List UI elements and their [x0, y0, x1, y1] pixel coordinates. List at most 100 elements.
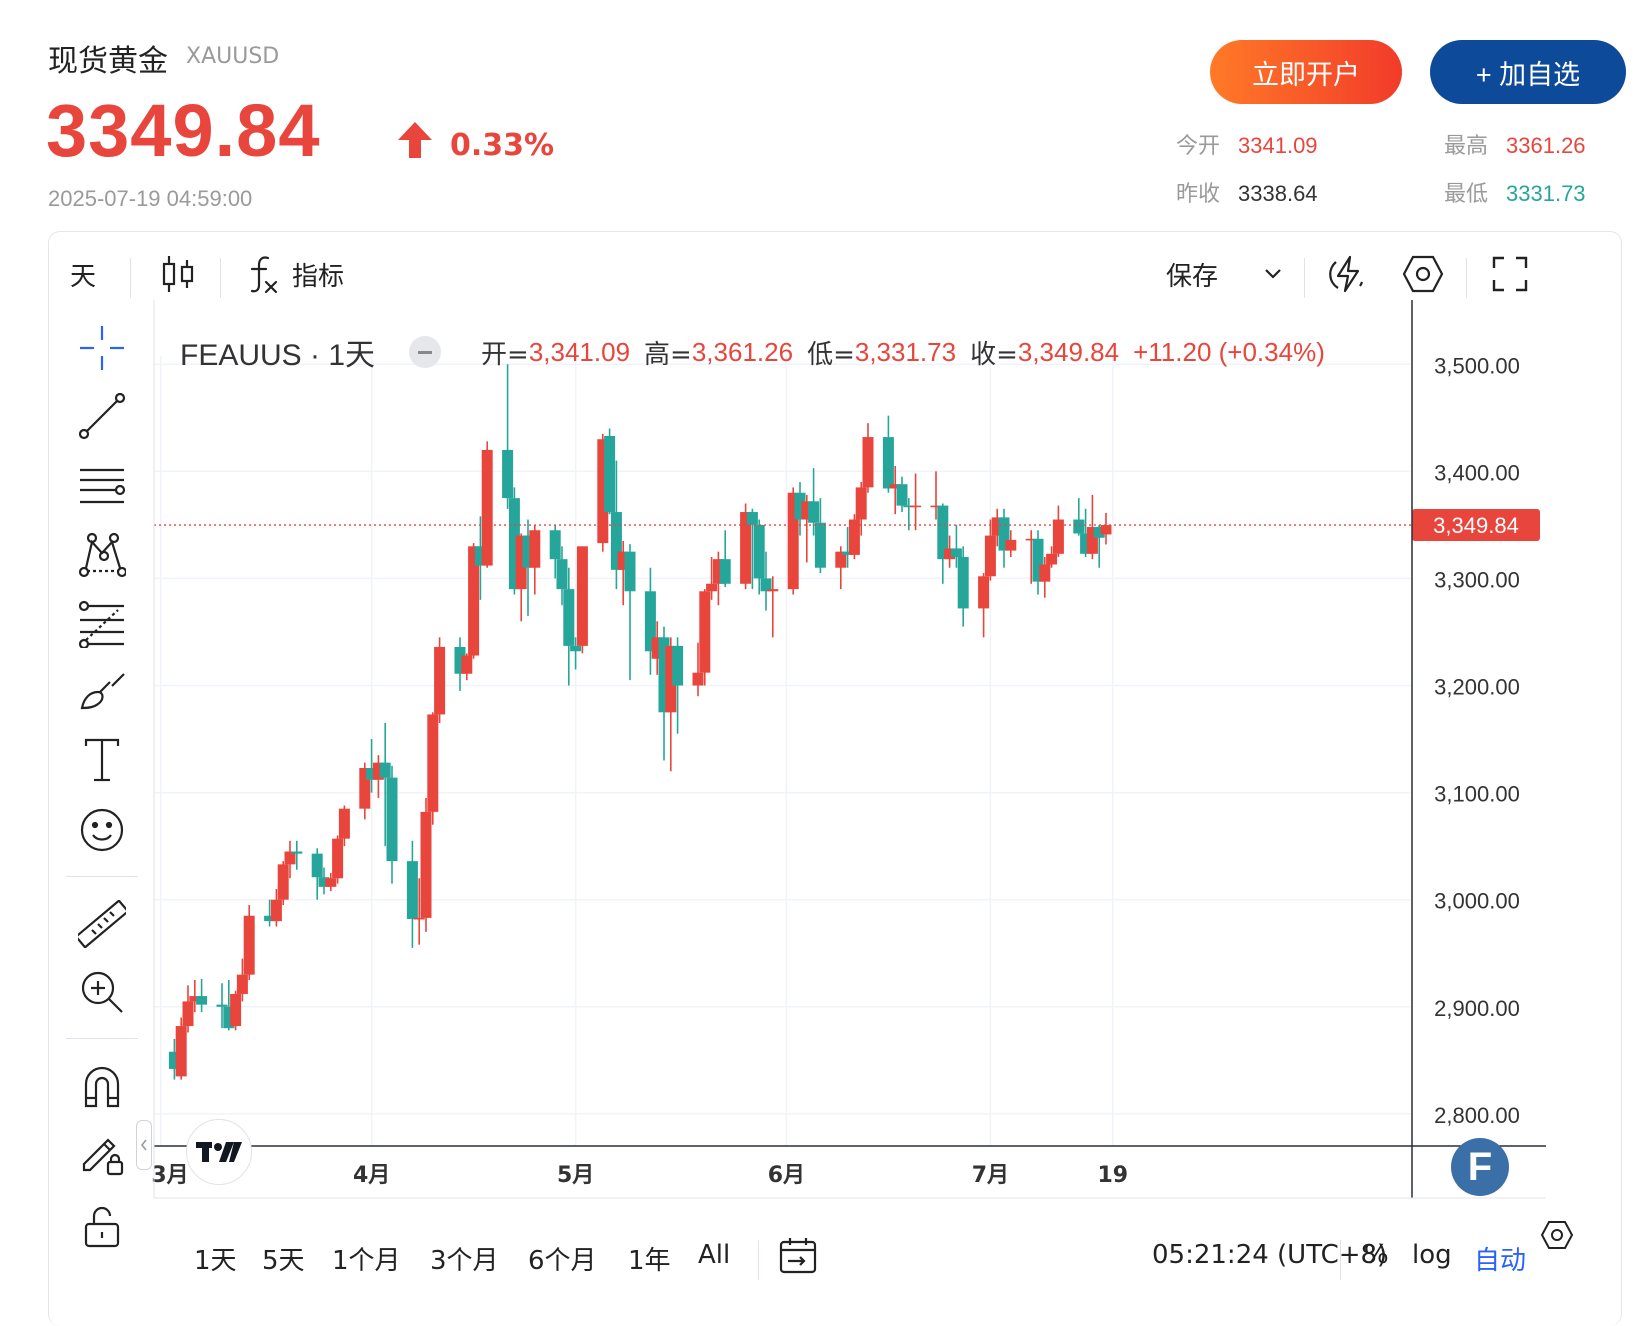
zoom-in-icon[interactable]: [76, 966, 128, 1018]
indicators-button[interactable]: 指标: [246, 254, 344, 294]
candle-body: [624, 551, 636, 592]
candle-body: [801, 501, 813, 520]
candle-body: [1025, 538, 1037, 541]
y-tick-label: 3,000.00: [1434, 889, 1520, 914]
candle-body: [372, 762, 384, 780]
ohlc-legend: FEAUUS · 1天 开= 3,341.09 高= 3,361.26 低= 3,33…: [180, 330, 1325, 374]
candle-body: [1005, 539, 1017, 551]
fullscreen-icon[interactable]: [1492, 254, 1528, 294]
interval-button[interactable]: 天: [70, 261, 97, 292]
add-watchlist-button[interactable]: + 加自选: [1430, 40, 1626, 104]
draw-lock-icon[interactable]: [76, 1128, 128, 1180]
chevron-left-icon: [140, 1139, 147, 1151]
candle-body: [787, 492, 799, 590]
clock-timezone[interactable]: 05:21:24 (UTC+8): [1152, 1240, 1388, 1270]
candle-body: [277, 864, 289, 900]
candle-body: [563, 589, 575, 646]
candle-body: [502, 449, 514, 499]
crosshair-icon[interactable]: [76, 322, 128, 374]
percent-toggle[interactable]: %: [1364, 1240, 1389, 1270]
legend-high-value: 3,361.26: [691, 336, 794, 367]
legend-toggle-icon[interactable]: [409, 336, 442, 368]
lightning-icon[interactable]: [1328, 254, 1368, 294]
candle-body: [658, 637, 670, 713]
emoji-icon[interactable]: [76, 804, 128, 856]
candle-body: [998, 517, 1010, 551]
candle-body: [284, 851, 296, 865]
candle-body: [168, 1051, 180, 1069]
legend-open-label: 开=: [481, 339, 529, 370]
candle-body: [1080, 533, 1092, 554]
candle-body: [529, 530, 541, 568]
toolbar-divider: [1466, 258, 1467, 298]
stat-high: 最高 3361.26: [1444, 128, 1586, 160]
candle-body: [692, 672, 704, 686]
tradingview-logo[interactable]: [186, 1119, 252, 1185]
axis-settings-icon[interactable]: [1536, 1214, 1578, 1256]
instrument-name: 现货黄金: [48, 44, 168, 79]
legend-low-value: 3,331.73: [854, 336, 957, 367]
y-tick-label: 3,100.00: [1434, 782, 1520, 807]
trendline-icon[interactable]: [76, 390, 128, 442]
candle-body: [712, 559, 724, 584]
candle-body: [1086, 527, 1098, 554]
x-tick-label: 6月: [768, 1163, 805, 1188]
legend-symbol: FEAUUS · 1天: [180, 339, 376, 372]
candle-body: [1052, 519, 1064, 554]
fib-icon[interactable]: [76, 598, 128, 650]
candle-body: [1039, 564, 1051, 582]
pattern-icon[interactable]: [76, 528, 128, 580]
candle-body: [889, 484, 901, 489]
unlock-icon[interactable]: [76, 1200, 128, 1252]
candle-body: [672, 645, 684, 686]
log-toggle[interactable]: log: [1412, 1240, 1452, 1270]
candle-body: [1032, 538, 1044, 582]
candle-body: [366, 767, 378, 780]
bar-divider: [758, 1240, 759, 1280]
auto-scale-toggle[interactable]: 自动: [1474, 1246, 1527, 1276]
range-all[interactable]: All: [698, 1240, 731, 1270]
candle-body: [196, 996, 208, 1005]
range-1y[interactable]: 1年: [628, 1246, 671, 1276]
text-icon[interactable]: [76, 734, 128, 786]
ruler-icon[interactable]: [76, 898, 128, 950]
save-button[interactable]: 保存: [1166, 254, 1282, 294]
f-badge-icon[interactable]: F: [1451, 1138, 1509, 1196]
legend-high-label: 高=: [644, 339, 692, 370]
candle-body: [597, 439, 609, 544]
candle-body: [835, 551, 847, 568]
range-3m[interactable]: 3个月: [430, 1246, 499, 1276]
candle-body: [944, 548, 956, 560]
y-tick-label: 2,800.00: [1434, 1103, 1520, 1128]
open-account-button[interactable]: 立即开户: [1210, 40, 1402, 104]
candle-body: [243, 915, 255, 975]
candle-body: [420, 811, 432, 918]
toolbar-divider: [220, 258, 221, 298]
candle-body: [910, 505, 922, 508]
range-5d[interactable]: 5天: [262, 1246, 305, 1276]
goto-date-icon[interactable]: [778, 1236, 818, 1283]
toolbar-divider: [130, 258, 131, 298]
range-6m[interactable]: 6个月: [528, 1246, 597, 1276]
parallel-lines-icon[interactable]: [76, 460, 128, 512]
candles-icon[interactable]: [160, 254, 196, 294]
last-price-label: 3,349.84: [1433, 513, 1519, 538]
candle-body: [427, 714, 439, 812]
magnet-icon[interactable]: [76, 1060, 128, 1112]
y-tick-label: 2,900.00: [1434, 996, 1520, 1021]
candle-series: [168, 364, 1112, 1080]
brush-icon[interactable]: [76, 666, 128, 718]
legend-close-value: 3,349.84: [1017, 336, 1120, 367]
candle-body: [808, 501, 820, 523]
candle-body: [508, 498, 520, 590]
change-percent: 0.33%: [450, 128, 555, 163]
range-1m[interactable]: 1个月: [332, 1246, 401, 1276]
candle-body: [896, 484, 908, 506]
settings-hexagon-icon[interactable]: [1402, 254, 1444, 294]
candle-body: [930, 505, 942, 508]
collapse-toolbar-handle[interactable]: [136, 1120, 152, 1170]
candle-body: [189, 996, 201, 1002]
candle-body: [216, 1004, 228, 1007]
range-1d[interactable]: 1天: [194, 1246, 237, 1276]
